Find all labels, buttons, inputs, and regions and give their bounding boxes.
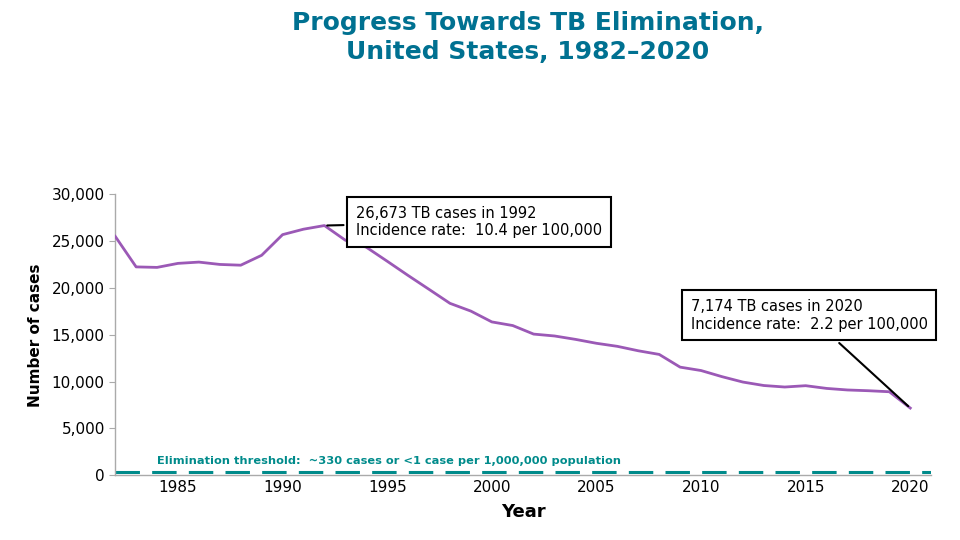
Text: 26,673 TB cases in 1992
Incidence rate:  10.4 per 100,000: 26,673 TB cases in 1992 Incidence rate: …	[327, 206, 602, 238]
Y-axis label: Number of cases: Number of cases	[29, 263, 43, 407]
Text: Elimination threshold:  ~330 cases or <1 case per 1,000,000 population: Elimination threshold: ~330 cases or <1 …	[157, 456, 621, 467]
X-axis label: Year: Year	[501, 503, 545, 522]
Text: Progress Towards TB Elimination,
United States, 1982–2020: Progress Towards TB Elimination, United …	[292, 11, 764, 64]
Text: 7,174 TB cases in 2020
Incidence rate:  2.2 per 100,000: 7,174 TB cases in 2020 Incidence rate: 2…	[690, 299, 927, 406]
